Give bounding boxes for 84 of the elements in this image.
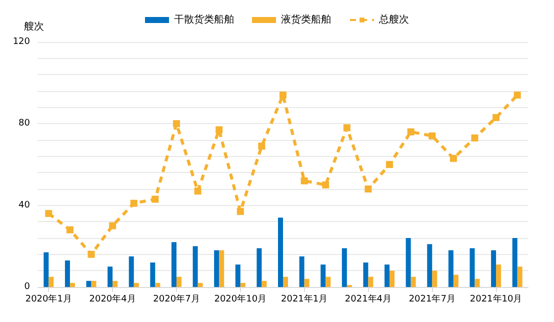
point	[343, 124, 350, 132]
bar	[320, 264, 326, 287]
bar	[368, 276, 374, 287]
bar	[432, 270, 438, 287]
bar	[240, 282, 246, 287]
point	[322, 181, 330, 188]
point	[45, 210, 52, 217]
bar	[150, 262, 156, 287]
bar	[134, 282, 139, 287]
x-tick-label: 2021年10月	[470, 294, 522, 304]
x-tick-label: 2021年4月	[344, 294, 392, 304]
y-tick-label: 0	[24, 282, 30, 292]
bar	[262, 280, 267, 287]
bar	[496, 264, 502, 287]
bar	[304, 278, 310, 287]
point	[130, 200, 138, 207]
bar	[448, 250, 454, 287]
bar	[474, 278, 480, 287]
point	[194, 188, 202, 195]
bar	[470, 248, 475, 287]
legend-label: 总艘次	[378, 14, 409, 26]
y-tick-label: 80	[18, 118, 30, 129]
point	[216, 126, 223, 134]
bar	[192, 246, 198, 287]
point	[386, 161, 394, 168]
point	[428, 132, 436, 140]
x-tick-label: 2021年7月	[408, 294, 456, 304]
bar	[299, 256, 304, 287]
x-tick-label: 2021年1月	[280, 294, 328, 304]
x-tick-label: 2020年7月	[153, 294, 200, 304]
legend-label: 干散货类船舶	[174, 14, 234, 26]
bar	[283, 276, 288, 287]
bar	[363, 262, 368, 287]
bar	[342, 248, 347, 287]
x-tick-label: 2020年4月	[89, 294, 136, 304]
point	[172, 120, 180, 128]
bar	[219, 250, 224, 287]
point	[109, 222, 116, 230]
x-tick-label: 2020年10月	[214, 294, 267, 304]
bar	[171, 242, 176, 287]
y-axis-title: 艘次	[24, 20, 44, 32]
point	[66, 226, 74, 234]
y-tick-label: 40	[18, 200, 30, 210]
point	[471, 134, 478, 142]
point	[407, 128, 414, 136]
point	[450, 154, 457, 162]
bar	[86, 280, 92, 287]
bar	[384, 264, 390, 287]
bar	[326, 276, 331, 287]
bar	[108, 266, 113, 287]
point	[236, 208, 244, 215]
bar	[427, 244, 432, 287]
x-tick-label: 2020年1月	[25, 294, 72, 304]
bar	[256, 248, 262, 287]
bar	[410, 276, 416, 287]
point	[152, 196, 159, 203]
bar	[44, 252, 49, 287]
bar	[176, 276, 182, 287]
point	[280, 92, 286, 99]
bar	[512, 238, 518, 287]
bar	[278, 218, 283, 287]
y-tick-label: 120	[12, 37, 30, 47]
bar	[235, 264, 240, 287]
bar	[406, 238, 411, 287]
bar	[517, 266, 522, 287]
bar	[112, 280, 118, 287]
legend-label: 液货类船舶	[281, 14, 331, 26]
bar	[64, 260, 70, 287]
point	[514, 92, 521, 99]
bar	[48, 276, 54, 287]
bar	[491, 250, 496, 287]
bar	[198, 282, 203, 287]
bar	[214, 250, 220, 287]
point	[88, 250, 95, 258]
bar	[128, 256, 134, 287]
point	[492, 114, 500, 122]
bar	[390, 270, 395, 287]
bar	[91, 280, 96, 287]
point	[258, 142, 266, 150]
bar	[155, 282, 160, 287]
bar	[453, 274, 458, 287]
point	[300, 177, 308, 184]
bar	[70, 282, 75, 287]
point	[364, 186, 372, 192]
